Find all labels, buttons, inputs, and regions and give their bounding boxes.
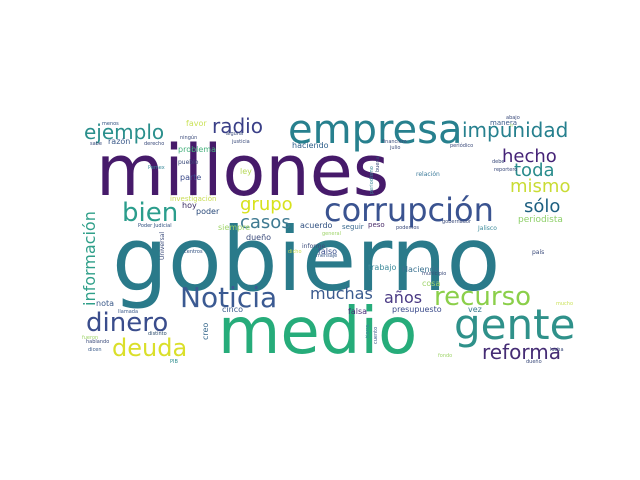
cloud-word: millones bbox=[96, 130, 390, 212]
cloud-word: dinero bbox=[86, 308, 169, 338]
cloud-word: dicen bbox=[88, 347, 102, 353]
cloud-word: reforma bbox=[482, 340, 561, 364]
cloud-word: gobernador bbox=[442, 219, 471, 225]
cloud-word: nota bbox=[96, 299, 115, 308]
cloud-word: toda bbox=[514, 160, 555, 181]
cloud-word: grupo bbox=[240, 194, 293, 215]
cloud-word: general bbox=[322, 231, 342, 237]
cloud-word: recurso bbox=[434, 282, 532, 312]
cloud-word: julio bbox=[390, 145, 401, 151]
cloud-word: mucho bbox=[556, 301, 574, 307]
cloud-word: radio bbox=[212, 114, 263, 138]
cloud-word: empresa bbox=[288, 110, 463, 153]
cloud-word: lucha bbox=[550, 347, 564, 353]
cloud-word: tierra bbox=[365, 324, 371, 338]
cloud-word: peso bbox=[368, 221, 385, 229]
cloud-word: Jalisco bbox=[478, 225, 497, 232]
cloud-word: hecho bbox=[502, 146, 557, 167]
cloud-word: menos bbox=[102, 121, 119, 127]
cloud-word: distinto bbox=[148, 331, 167, 337]
cloud-word: fondo bbox=[438, 353, 453, 359]
cloud-word: problema bbox=[178, 145, 217, 154]
cloud-word: cuento bbox=[373, 326, 379, 344]
cloud-word: periódico bbox=[450, 143, 474, 149]
cloud-word: Hacienda bbox=[402, 265, 440, 274]
word-cloud: gobierno millones medio empresa corrupci… bbox=[78, 110, 578, 366]
cloud-word: mensaje bbox=[316, 253, 338, 259]
cloud-word: ir bbox=[510, 123, 514, 129]
cloud-word: derecho bbox=[144, 141, 165, 147]
cloud-word: falsa bbox=[348, 307, 368, 316]
cloud-word: justicia bbox=[232, 139, 250, 145]
cloud-word: dueño bbox=[526, 359, 542, 365]
cloud-word: relación bbox=[416, 171, 440, 178]
cloud-word: información bbox=[80, 211, 99, 306]
cloud-word: Universal bbox=[159, 231, 166, 260]
cloud-word: parte bbox=[180, 173, 202, 182]
cloud-word: haciendo bbox=[292, 141, 329, 150]
cloud-word: sólo bbox=[524, 196, 561, 217]
cloud-word: Noticia bbox=[180, 281, 278, 314]
cloud-word: sabe bbox=[90, 141, 102, 147]
cloud-word: PIB bbox=[170, 359, 178, 365]
cloud-word: reportero bbox=[494, 167, 518, 173]
cloud-word: llamada bbox=[118, 309, 139, 315]
cloud-word: falso bbox=[318, 247, 338, 256]
cloud-word: pueblo bbox=[178, 159, 199, 166]
cloud-word: financiero bbox=[382, 139, 407, 145]
cloud-word: debe bbox=[492, 159, 505, 165]
cloud-word: Poder Judicial bbox=[138, 223, 172, 229]
cloud-word: muchas bbox=[310, 284, 373, 303]
cloud-word: país bbox=[532, 249, 545, 256]
cloud-word: alguna bbox=[226, 131, 244, 137]
cloud-word: dicho bbox=[288, 249, 302, 255]
cloud-word: ley bbox=[240, 167, 252, 176]
cloud-word: municipio bbox=[422, 271, 447, 277]
cloud-word: favor bbox=[186, 119, 207, 128]
cloud-word: podemos bbox=[396, 225, 420, 231]
cloud-word: periodismo bbox=[369, 166, 375, 194]
cloud-word: abajo bbox=[506, 115, 520, 121]
cloud-word: buena bbox=[375, 156, 381, 172]
cloud-word: informe bbox=[302, 243, 326, 250]
cloud-word: ejemplo bbox=[84, 120, 165, 144]
cloud-word: acuerdo bbox=[300, 221, 333, 230]
cloud-word: gobierno bbox=[112, 208, 501, 311]
cloud-word: siempre bbox=[218, 223, 251, 232]
cloud-word: medio bbox=[218, 295, 418, 366]
cloud-word: vez bbox=[468, 305, 482, 314]
cloud-word: investigación bbox=[170, 195, 217, 203]
cloud-word: dueño bbox=[246, 233, 272, 242]
cloud-word: deuda bbox=[112, 334, 188, 362]
cloud-word: creo bbox=[201, 322, 210, 340]
cloud-word: fueron bbox=[82, 335, 99, 341]
cloud-word: bien bbox=[122, 198, 179, 228]
cloud-word: seguir bbox=[342, 223, 364, 231]
cloud-word: hablando bbox=[86, 339, 110, 345]
cloud-word: mismo bbox=[510, 176, 571, 197]
cloud-word: ningún bbox=[180, 135, 198, 141]
cloud-word: periodista bbox=[518, 215, 563, 225]
cloud-word: presupuesto bbox=[392, 305, 442, 314]
cloud-word: trabajo bbox=[368, 263, 397, 272]
cloud-word: gente bbox=[454, 300, 576, 349]
cloud-word: manera bbox=[490, 119, 518, 127]
cloud-word: razón bbox=[108, 137, 131, 146]
cloud-word: años bbox=[384, 288, 423, 307]
cloud-word: centros bbox=[184, 249, 203, 255]
cloud-word: cinco bbox=[222, 305, 243, 314]
cloud-word: Pemex bbox=[148, 165, 165, 171]
cloud-word: poder bbox=[196, 207, 220, 216]
cloud-word: impunidad bbox=[462, 118, 569, 142]
cloud-word: corrupción bbox=[324, 191, 494, 229]
cloud-word: cosa bbox=[422, 279, 441, 288]
cloud-word: casos bbox=[240, 212, 291, 233]
cloud-word: hoy bbox=[182, 201, 197, 210]
